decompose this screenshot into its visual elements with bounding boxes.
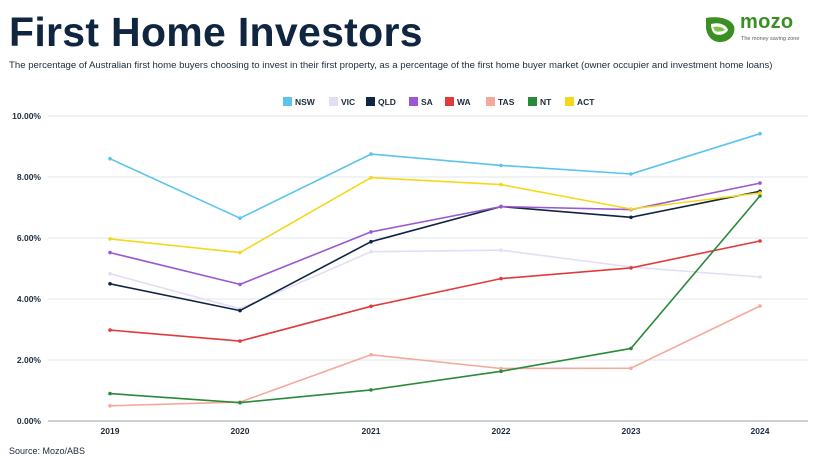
- data-point-nsw: [238, 216, 242, 220]
- data-point-tas: [499, 366, 503, 371]
- legend-swatch-nsw: [283, 97, 292, 106]
- y-tick-label: 0.00%: [17, 416, 42, 426]
- y-tick-label: 6.00%: [17, 233, 42, 243]
- data-point-act: [758, 191, 762, 195]
- data-point-nt: [369, 388, 373, 392]
- legend-label-wa: WA: [457, 97, 471, 107]
- data-point-qld: [369, 239, 373, 244]
- data-point-vic: [758, 275, 762, 279]
- data-point-nt: [108, 391, 112, 396]
- series-line-qld: [109, 190, 761, 312]
- data-point-sa: [499, 204, 503, 209]
- legend-label-vic: VIC: [341, 97, 355, 107]
- legend: NSW VIC QLD SA WA TAS NT ACT: [283, 97, 595, 107]
- data-point-act: [238, 250, 242, 255]
- data-point-wa: [758, 239, 762, 243]
- data-point-tas: [369, 353, 373, 357]
- legend-label-nt: NT: [540, 97, 552, 107]
- logo-wordmark: mozo: [740, 11, 794, 33]
- data-point-sa: [108, 250, 112, 255]
- x-tick-label: 2022: [492, 426, 511, 436]
- data-point-nsw: [369, 152, 373, 156]
- page-title: First Home Investors: [9, 9, 423, 55]
- data-point-tas: [758, 304, 762, 308]
- data-point-wa: [369, 304, 373, 309]
- axes: 0.00% 2.00% 4.00% 6.00% 8.00% 10.00% 2019 2020 2…: [12, 111, 770, 436]
- data-point-nt: [238, 400, 242, 405]
- data-point-nt: [758, 194, 762, 198]
- legend-swatch-sa: [409, 97, 418, 106]
- series-line-vic: [109, 249, 761, 310]
- mozo-logo: mozo The money saving zone: [704, 11, 822, 48]
- legend-label-qld: QLD: [378, 97, 396, 107]
- series-line-act: [109, 176, 761, 254]
- legend-label-act: ACT: [577, 97, 595, 107]
- legend-label-tas: TAS: [498, 97, 515, 107]
- series-line-nsw: [109, 132, 761, 219]
- series-line-wa: [109, 240, 761, 342]
- legend-label-nsw: NSW: [295, 97, 316, 107]
- legend-swatch-qld: [366, 97, 375, 106]
- data-point-act: [108, 237, 112, 241]
- data-point-act: [629, 207, 633, 211]
- y-tick-label: 4.00%: [17, 294, 42, 304]
- data-point-wa: [629, 266, 633, 270]
- data-point-qld: [238, 308, 242, 313]
- legend-swatch-tas: [486, 97, 495, 106]
- grid: [48, 115, 808, 422]
- x-tick-label: 2024: [751, 426, 770, 436]
- legend-swatch-act: [565, 97, 574, 106]
- data-point-nsw: [499, 163, 503, 168]
- x-tick-label: 2023: [622, 426, 641, 436]
- data-point-qld: [629, 215, 633, 220]
- legend-swatch-nt: [528, 97, 537, 106]
- data-point-nt: [499, 369, 503, 374]
- data-point-tas: [629, 366, 633, 371]
- mozo-leaf-icon: [706, 17, 735, 42]
- data-point-vic: [108, 271, 112, 276]
- series-line-sa: [109, 182, 761, 286]
- data-point-act: [499, 182, 503, 187]
- data-point-tas: [108, 404, 112, 408]
- x-tick-label: 2021: [362, 426, 381, 436]
- legend-label-sa: SA: [421, 97, 433, 107]
- legend-swatch-vic: [329, 97, 338, 106]
- y-tick-label: 2.00%: [17, 355, 42, 365]
- data-point-sa: [369, 230, 373, 234]
- series-line-tas: [109, 305, 761, 407]
- data-point-wa: [238, 339, 242, 343]
- data-point-nsw: [108, 156, 112, 161]
- data-point-nsw: [629, 172, 633, 176]
- x-tick-label: 2020: [231, 426, 250, 436]
- logo-tagline: The money saving zone: [741, 36, 800, 42]
- series-line-nt: [109, 195, 761, 404]
- data-point-wa: [499, 276, 503, 281]
- data-point-qld: [108, 282, 112, 286]
- data-point-sa: [238, 282, 242, 287]
- data-point-act: [369, 175, 373, 180]
- source-note: Source: Mozo/ABS: [9, 446, 86, 456]
- legend-swatch-wa: [445, 97, 454, 106]
- data-point-wa: [108, 328, 112, 332]
- data-point-vic: [499, 248, 503, 252]
- data-point-nt: [629, 346, 633, 351]
- series: [108, 131, 762, 408]
- data-point-nsw: [758, 131, 762, 136]
- y-tick-label: 10.00%: [12, 111, 41, 121]
- x-tick-label: 2019: [101, 426, 120, 436]
- data-point-vic: [369, 249, 373, 254]
- y-tick-label: 8.00%: [17, 172, 42, 182]
- chart-subtitle: The percentage of Australian first home …: [9, 60, 773, 71]
- data-point-sa: [758, 181, 762, 185]
